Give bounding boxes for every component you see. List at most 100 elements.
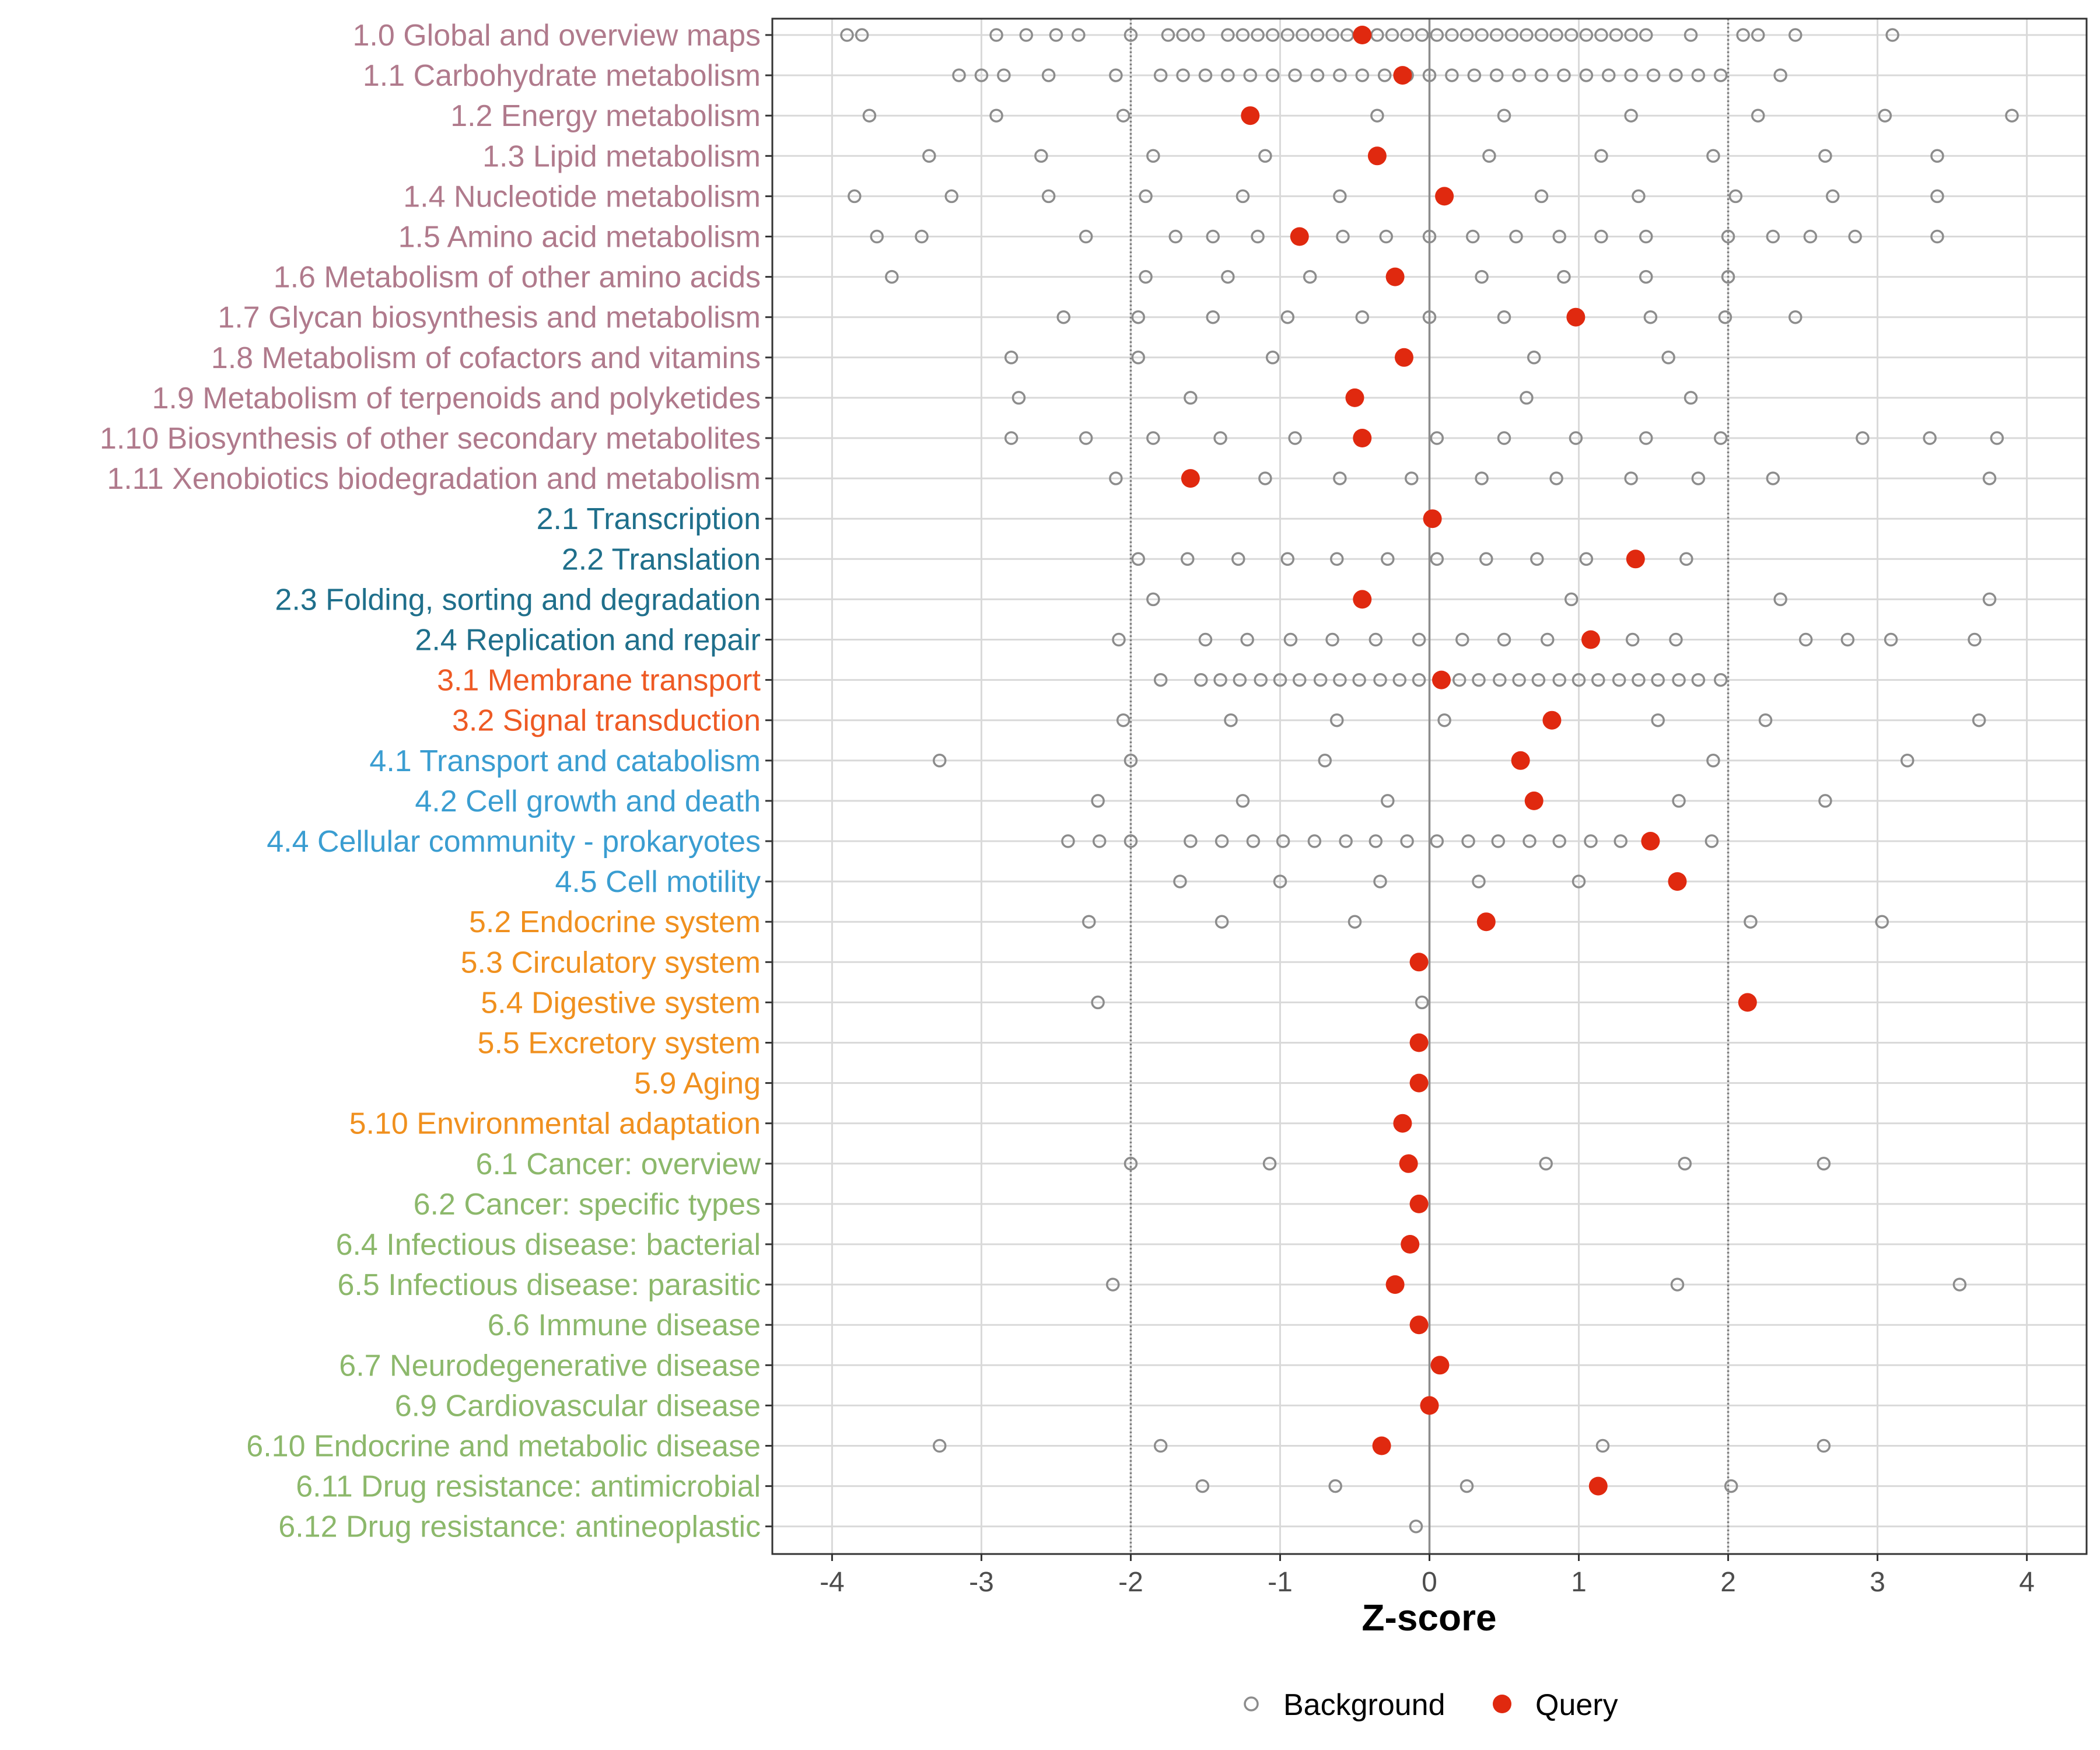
- background-point: [1328, 1479, 1342, 1493]
- background-point: [1624, 471, 1638, 485]
- background-point: [1497, 108, 1511, 123]
- background-point: [1491, 834, 1506, 848]
- background-point: [1041, 189, 1056, 204]
- background-point: [1534, 68, 1549, 82]
- background-point: [1472, 673, 1486, 687]
- background-point: [1460, 28, 1474, 42]
- background-point: [1236, 28, 1250, 42]
- query-point: [1353, 26, 1372, 44]
- background-point: [1221, 28, 1235, 42]
- query-point: [1566, 307, 1586, 327]
- category-label: 2.2 Translation: [562, 542, 761, 576]
- x-tick-label: 1: [1571, 1567, 1587, 1598]
- background-point: [1019, 28, 1033, 42]
- background-point: [1373, 874, 1387, 888]
- query-point: [1367, 146, 1387, 166]
- background-point: [1091, 995, 1105, 1010]
- background-point: [1265, 28, 1280, 42]
- background-point: [1336, 229, 1350, 244]
- background-point: [1409, 1519, 1423, 1534]
- x-tick-label: -3: [969, 1567, 994, 1598]
- background-point: [1901, 754, 1915, 768]
- background-point: [1632, 189, 1646, 204]
- background-point: [1612, 673, 1626, 687]
- category-labels: 1.0 Global and overview maps 1.1 Carbohyd…: [100, 19, 772, 1544]
- background-point: [1280, 310, 1295, 324]
- background-point: [1639, 28, 1653, 42]
- background-point: [1072, 28, 1086, 42]
- background-point: [1303, 270, 1317, 284]
- background-point: [1489, 68, 1504, 82]
- background-point: [989, 108, 1003, 123]
- background-point: [1116, 108, 1130, 123]
- background-point: [1131, 310, 1146, 324]
- background-point: [1639, 431, 1653, 445]
- background-point: [1930, 229, 1944, 244]
- legend-query-label: Query: [1535, 1688, 1618, 1722]
- background-point: [1721, 270, 1735, 284]
- background-point: [1798, 632, 1813, 647]
- background-point: [1280, 28, 1295, 42]
- background-point: [1639, 270, 1653, 284]
- background-point: [1646, 68, 1661, 82]
- background-point: [1493, 673, 1507, 687]
- background-point: [1213, 673, 1227, 687]
- category-label: 2.4 Replication and repair: [415, 624, 761, 657]
- background-point: [1355, 68, 1370, 82]
- background-point: [1224, 713, 1238, 727]
- background-point: [1552, 229, 1566, 244]
- background-point: [974, 68, 989, 82]
- background-point: [1161, 28, 1175, 42]
- category-label: 1.4 Nucleotide metabolism: [403, 180, 761, 214]
- background-point: [1385, 28, 1399, 42]
- x-tick-label: -2: [1118, 1567, 1143, 1598]
- background-point: [1437, 713, 1451, 727]
- category-label: 4.2 Cell growth and death: [415, 785, 761, 818]
- background-point: [1370, 108, 1384, 123]
- background-point: [932, 1438, 947, 1453]
- background-point: [1333, 471, 1347, 485]
- background-point: [997, 68, 1011, 82]
- query-point: [1409, 1073, 1429, 1093]
- category-label: 5.2 Endocrine system: [469, 905, 761, 939]
- background-point: [1788, 28, 1803, 42]
- background-point: [1180, 552, 1195, 566]
- background-point: [1522, 834, 1536, 848]
- background-point: [1041, 68, 1056, 82]
- query-point: [1399, 1154, 1418, 1173]
- background-point: [1265, 68, 1280, 82]
- background-point: [1736, 28, 1750, 42]
- background-point: [1176, 68, 1190, 82]
- background-point: [1875, 915, 1889, 929]
- x-tick-label: 0: [1422, 1567, 1437, 1598]
- category-label: 6.2 Cancer: specific types: [414, 1188, 761, 1222]
- background-point: [1520, 28, 1534, 42]
- background-point: [1885, 28, 1899, 42]
- background-point: [1195, 1479, 1210, 1493]
- query-point: [1401, 1235, 1420, 1254]
- query-point: [1353, 429, 1372, 447]
- background-point: [1049, 28, 1063, 42]
- background-point: [1773, 68, 1787, 82]
- background-point: [1509, 229, 1523, 244]
- background-point: [1056, 310, 1070, 324]
- background-point: [1982, 471, 1997, 485]
- background-point: [1817, 1157, 1831, 1171]
- background-point: [1400, 28, 1414, 42]
- background-point: [1254, 673, 1268, 687]
- background-point: [1310, 28, 1325, 42]
- category-label: 3.1 Membrane transport: [437, 664, 761, 698]
- background-point: [1339, 834, 1353, 848]
- background-point: [1930, 149, 1944, 163]
- background-point: [1930, 189, 1944, 204]
- query-point: [1420, 1396, 1439, 1415]
- background-point: [1153, 68, 1168, 82]
- query-point: [1409, 1194, 1429, 1213]
- background-point: [1579, 28, 1594, 42]
- background-point: [1276, 834, 1290, 848]
- background-point: [1817, 1438, 1831, 1453]
- background-point: [1672, 673, 1686, 687]
- background-point: [1379, 229, 1394, 244]
- category-label: 5.4 Digestive system: [481, 986, 761, 1020]
- background-point: [1112, 632, 1126, 647]
